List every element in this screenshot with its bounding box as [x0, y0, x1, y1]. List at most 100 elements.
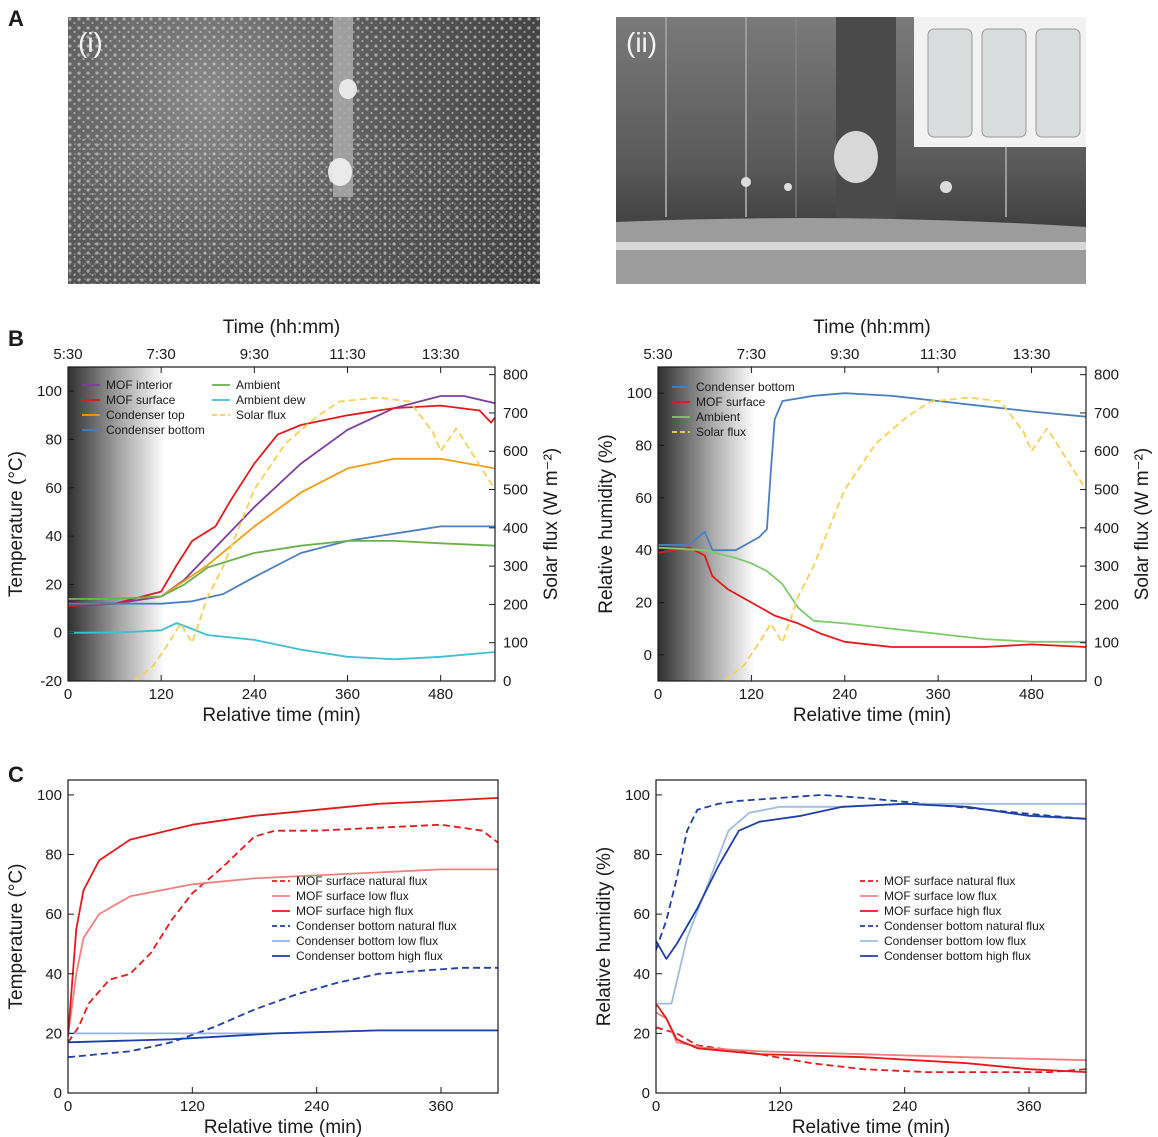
series-line-mof-surface-natural-flux: [68, 823, 498, 1043]
x-tick-label: 240: [304, 1098, 329, 1115]
y-tick-label: 20: [45, 1025, 62, 1042]
y2-axis-label: Solar flux (W m⁻²): [541, 448, 562, 601]
series-group: [68, 797, 498, 1059]
legend-label-mof-surface: MOF surface: [696, 395, 766, 409]
y2-tick-label: 800: [503, 367, 528, 384]
series-line-condenser-bottom-high-flux: [68, 1029, 498, 1044]
y2-tick-label: 600: [1094, 443, 1119, 460]
series-line-mof-surface: [68, 404, 495, 607]
series-group: [68, 395, 495, 681]
y2-tick-label: 700: [1094, 405, 1119, 422]
y2-tick-label: 0: [503, 673, 511, 690]
photo-condenser-right: (ii): [616, 17, 1086, 284]
y-axis-label: Temperature (°C): [6, 864, 27, 1010]
y-tick-label: 20: [635, 595, 652, 612]
legend-label-condenser-top: Condenser top: [106, 408, 185, 422]
legend-label-condenser-bottom-low-flux: Condenser bottom low flux: [884, 934, 1026, 948]
x-tick-label: 0: [652, 1098, 660, 1115]
photo-tag-ii: (ii): [626, 27, 658, 58]
y2-tick-label: 400: [1094, 520, 1119, 537]
x-axis-label: Relative time (min): [792, 1117, 950, 1137]
y-tick-label: -20: [40, 673, 62, 690]
x-tick-label: 0: [64, 686, 72, 703]
chart-c-temperature: 0 120 240 360 0 20 40 60 80 100 Relative time (min…: [6, 779, 499, 1137]
legend-label-condenser-bottom: Condenser bottom: [106, 423, 205, 437]
y2-tick-label: 300: [1094, 558, 1119, 575]
x-tick-label: 0: [64, 1098, 72, 1115]
y2-tick-label: 600: [503, 443, 528, 460]
y-tick-label: 60: [633, 906, 650, 923]
legend-label-condenser-bottom-high-flux: Condenser bottom high flux: [296, 949, 443, 963]
legend-label-condenser-bottom-low-flux: Condenser bottom low flux: [296, 934, 438, 948]
chart-c-humidity: 0 120 240 360 0 20 40 60 80 100 Relative time (min…: [594, 779, 1087, 1137]
y2-tick-label: 200: [503, 596, 528, 613]
plot-frame: [657, 366, 1087, 682]
y2-tick-label: 300: [503, 558, 528, 575]
top-tick-label: 11:30: [329, 346, 365, 363]
top-tick-label: 5:30: [53, 346, 82, 363]
y-tick-label: 20: [633, 1025, 650, 1042]
legend-label-mof-surface-low-flux: MOF surface low flux: [296, 889, 409, 903]
series-line-solar-flux: [723, 396, 1086, 681]
y-tick-label: 60: [45, 906, 62, 923]
y-tick-label: 80: [633, 847, 650, 864]
legend-label-mof-surface-natural-flux: MOF surface natural flux: [884, 874, 1015, 888]
x-tick-label: 120: [149, 686, 174, 703]
x-tick-label: 120: [180, 1098, 205, 1115]
plot-frame: [655, 779, 1087, 1094]
y2-tick-label: 700: [503, 405, 528, 422]
y-tick-label: 40: [635, 542, 652, 559]
plot-frame: [67, 779, 499, 1094]
y-tick-label: 100: [37, 787, 62, 804]
top-axis-label: Time (hh:mm): [223, 317, 341, 338]
photo-tag-i: (i): [78, 27, 103, 58]
y-tick-label: 80: [45, 847, 62, 864]
x-axis-label: Relative time (min): [204, 1117, 362, 1137]
top-tick-label: 7:30: [737, 346, 766, 363]
night-shade: [68, 367, 166, 681]
legend-label-solar-flux: Solar flux: [696, 425, 746, 439]
series-line-ambient: [68, 539, 495, 600]
y2-tick-label: 500: [1094, 482, 1119, 499]
legend-label-mof-surface-low-flux: MOF surface low flux: [884, 889, 997, 903]
chart-b-humidity: 0 120 240 360 480 0 20 40 60 80 100 0 100 200 300 400 50…: [596, 317, 1153, 726]
y2-tick-label: 100: [1094, 635, 1119, 652]
x-tick-label: 0: [654, 686, 662, 703]
y-tick-label: 20: [45, 576, 62, 593]
y-axis-label: Relative humidity (%): [596, 434, 617, 614]
series-line-mof-surface-low-flux: [656, 1011, 1086, 1062]
series-line-mof-surface-low-flux: [68, 868, 498, 1037]
y-tick-label: 0: [54, 625, 62, 642]
panel-label-b: B: [8, 326, 24, 351]
y-tick-label: 100: [37, 383, 62, 400]
legend-label-mof-surface-high-flux: MOF surface high flux: [884, 904, 1001, 918]
top-tick-label: 9:30: [830, 346, 859, 363]
series-line-mof-surface-high-flux: [656, 1003, 1086, 1073]
chart-b-temperature: 0 120 240 360 480-20020406080100010020030040…: [6, 317, 562, 726]
x-tick-label: 240: [892, 1098, 917, 1115]
x-axis-label: Relative time (min): [202, 705, 360, 726]
top-axis-label: Time (hh:mm): [813, 317, 931, 338]
x-tick-label: 360: [926, 686, 951, 703]
y-tick-label: 60: [635, 490, 652, 507]
legend-label-ambient: Ambient: [696, 410, 741, 424]
y-tick-label: 0: [642, 1085, 650, 1102]
top-tick-label: 13:30: [422, 346, 460, 363]
x-tick-label: 120: [739, 686, 764, 703]
series-line-ambient: [658, 546, 1086, 643]
y-tick-label: 100: [625, 787, 650, 804]
series-line-condenser-bottom-natural-flux: [656, 794, 1086, 951]
y-tick-label: 40: [633, 966, 650, 983]
x-tick-label: 240: [832, 686, 857, 703]
legend-label-ambient-dew: Ambient dew: [236, 393, 306, 407]
x-tick-label: 360: [428, 1098, 453, 1115]
legend-label-condenser-bottom: Condenser bottom: [696, 380, 795, 394]
series-line-mof-surface-natural-flux: [656, 1026, 1086, 1074]
series-group: [656, 794, 1086, 1074]
series-line-mof-surface-high-flux: [68, 797, 498, 1037]
series-line-condenser-bottom-low-flux: [656, 802, 1086, 1005]
legend-label-mof-surface: MOF surface: [106, 393, 176, 407]
y2-tick-label: 400: [503, 520, 528, 537]
top-tick-label: 11:30: [920, 346, 956, 363]
legend-label-mof-interior: MOF interior: [106, 378, 173, 392]
